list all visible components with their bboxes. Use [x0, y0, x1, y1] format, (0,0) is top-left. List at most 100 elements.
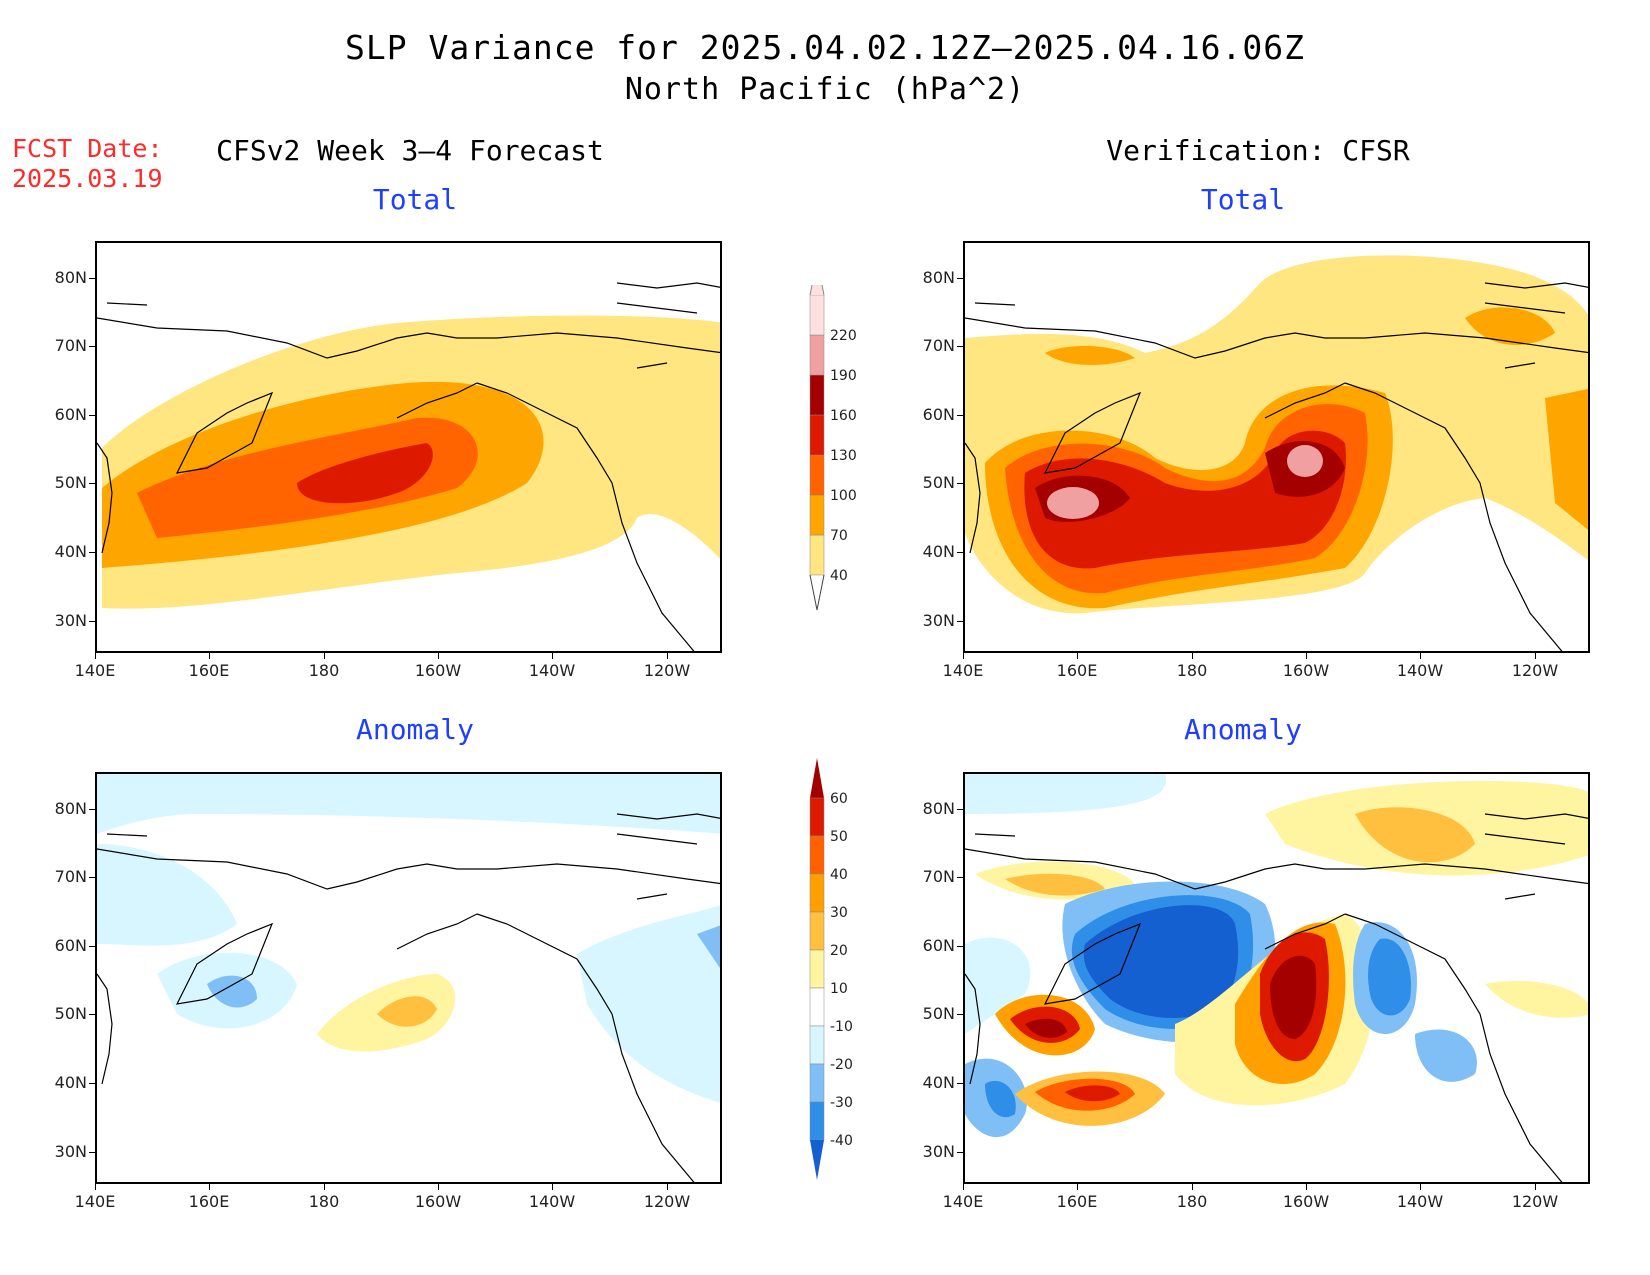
forecast-date-value: 2025.03.19 — [12, 164, 163, 193]
forecast-anomaly-lon-label: 160E — [188, 1192, 230, 1211]
forecast-anomaly-lat-label: 70N — [54, 867, 87, 886]
forecast-total-lon-tick — [324, 653, 325, 659]
colorbar-anomaly-swatch — [809, 873, 825, 913]
verification-anomaly-lon-tick — [1535, 1184, 1536, 1190]
forecast-total-lat-label: 50N — [54, 473, 87, 492]
forecast-total-lon-label: 180 — [308, 661, 340, 680]
right-column-title: Verification: CFSR — [1106, 134, 1410, 167]
colorbar-total-label: 130 — [830, 448, 857, 464]
forecast-anomaly-lon-tick — [95, 1184, 96, 1190]
colorbar-anomaly-label: 50 — [830, 829, 848, 845]
verification-anomaly-lon-tick — [963, 1184, 964, 1190]
forecast-anomaly-lon-label: 180 — [308, 1192, 340, 1211]
forecast-anomaly-lon-label: 140E — [74, 1192, 116, 1211]
forecast-date-label: FCST Date: — [12, 134, 163, 163]
forecast-total-lat-tick — [89, 278, 95, 279]
verification-anomaly-lon-tick — [1420, 1184, 1421, 1190]
verification-total-map — [963, 241, 1590, 653]
verification-total-lon-tick — [1535, 653, 1536, 659]
forecast-anomaly-lat-label: 50N — [54, 1004, 87, 1023]
verification-total-lat-label: 40N — [922, 542, 955, 561]
forecast-total-lat-label: 70N — [54, 336, 87, 355]
verification-total-lon-tick — [1306, 653, 1307, 659]
verification-anomaly-lon-tick — [1077, 1184, 1078, 1190]
colorbar-total-label: 40 — [830, 568, 848, 584]
verification-anomaly-lat-tick — [957, 809, 963, 810]
colorbar-anomaly-swatch — [809, 987, 825, 1027]
colorbar-total-label: 160 — [830, 408, 857, 424]
forecast-anomaly-lat-label: 60N — [54, 936, 87, 955]
verification-total-lon-label: 180 — [1176, 661, 1208, 680]
forecast-anomaly-lat-tick — [89, 1014, 95, 1015]
forecast-anomaly-map — [95, 772, 722, 1184]
forecast-total-lon-tick — [552, 653, 553, 659]
forecast-total-lat-tick — [89, 552, 95, 553]
colorbar-anomaly-label: 20 — [830, 943, 848, 959]
forecast-total-lon-tick — [438, 653, 439, 659]
forecast-total-map — [95, 241, 722, 653]
forecast-anomaly-lon-label: 140W — [528, 1192, 576, 1211]
verification-total-lat-label: 60N — [922, 405, 955, 424]
verification-total-lat-label: 70N — [922, 336, 955, 355]
forecast-total-lon-tick — [667, 653, 668, 659]
verification-total-lon-tick — [1077, 653, 1078, 659]
colorbar-total-swatch — [809, 334, 825, 376]
verification-total-lat-tick — [957, 415, 963, 416]
verification-anomaly-lon-tick — [1192, 1184, 1193, 1190]
colorbar-anomaly: 60 50 40 30 20 10 -10 -20 -30 -40 — [809, 758, 853, 1180]
verification-total-lat-tick — [957, 278, 963, 279]
forecast-anomaly-lon-tick — [552, 1184, 553, 1190]
forecast-anomaly-title: Anomaly — [355, 713, 474, 746]
colorbar-total-label: 190 — [830, 368, 857, 384]
verification-total-lon-tick — [963, 653, 964, 659]
colorbar-anomaly-label: -10 — [830, 1019, 853, 1035]
verification-total-lat-label: 80N — [922, 268, 955, 287]
verification-anomaly-lon-label: 160E — [1056, 1192, 1098, 1211]
colorbar-anomaly-label: -30 — [830, 1095, 853, 1111]
forecast-anomaly-lat-label: 40N — [54, 1073, 87, 1092]
forecast-anomaly-lon-label: 120W — [643, 1192, 691, 1211]
verification-total-title: Total — [1200, 183, 1286, 216]
colorbar-total-swatch — [809, 374, 825, 416]
colorbar-anomaly-swatch — [809, 1101, 825, 1141]
forecast-anomaly-lon-tick — [209, 1184, 210, 1190]
forecast-date-block: FCST Date: 2025.03.19 — [12, 134, 163, 194]
verification-anomaly-title: Anomaly — [1183, 713, 1302, 746]
forecast-total-lat-tick — [89, 621, 95, 622]
verification-anomaly-lat-tick — [957, 1152, 963, 1153]
colorbar-anomaly-top-tip — [810, 758, 824, 798]
colorbar-total-swatch — [809, 454, 825, 496]
forecast-anomaly-lat-tick — [89, 877, 95, 878]
left-column-title: CFSv2 Week 3–4 Forecast — [216, 134, 604, 167]
colorbar-total-label: 100 — [830, 488, 857, 504]
colorbar-anomaly-bottom-tip — [810, 1140, 824, 1180]
colorbar-anomaly-swatch — [809, 797, 825, 837]
forecast-total-lon-label: 140E — [74, 661, 116, 680]
verification-anomaly-lat-label: 60N — [922, 936, 955, 955]
verification-anomaly-lon-label: 140W — [1396, 1192, 1444, 1211]
forecast-total-lon-label: 120W — [643, 661, 691, 680]
verification-total-lon-tick — [1420, 653, 1421, 659]
colorbar-anomaly-label: 60 — [830, 791, 848, 807]
forecast-anomaly-lat-tick — [89, 946, 95, 947]
colorbar-total-label: 70 — [830, 528, 848, 544]
colorbar-anomaly-swatch — [809, 949, 825, 989]
colorbar-total: 40 70 100 130 160 190 220 — [809, 285, 857, 611]
colorbar-total-swatch — [809, 494, 825, 536]
colorbar-anomaly-label: 10 — [830, 981, 848, 997]
forecast-total-lat-label: 40N — [54, 542, 87, 561]
verification-anomaly-lon-label: 140E — [942, 1192, 984, 1211]
forecast-anomaly-lon-tick — [324, 1184, 325, 1190]
verification-anomaly-lon-label: 180 — [1176, 1192, 1208, 1211]
forecast-anomaly-lat-tick — [89, 1152, 95, 1153]
colorbar-total-swatch — [809, 414, 825, 456]
colorbar-anomaly-swatch — [809, 1063, 825, 1103]
verification-total-lat-label: 50N — [922, 473, 955, 492]
verification-total-lon-label: 140W — [1396, 661, 1444, 680]
colorbar-anomaly-swatch — [809, 911, 825, 951]
forecast-total-title: Total — [372, 183, 458, 216]
colorbar-anomaly-label: -40 — [830, 1133, 853, 1149]
colorbar-total-swatch — [809, 294, 825, 336]
main-title: SLP Variance for 2025.04.02.12Z–2025.04.… — [345, 28, 1305, 67]
verification-anomaly-lon-tick — [1306, 1184, 1307, 1190]
